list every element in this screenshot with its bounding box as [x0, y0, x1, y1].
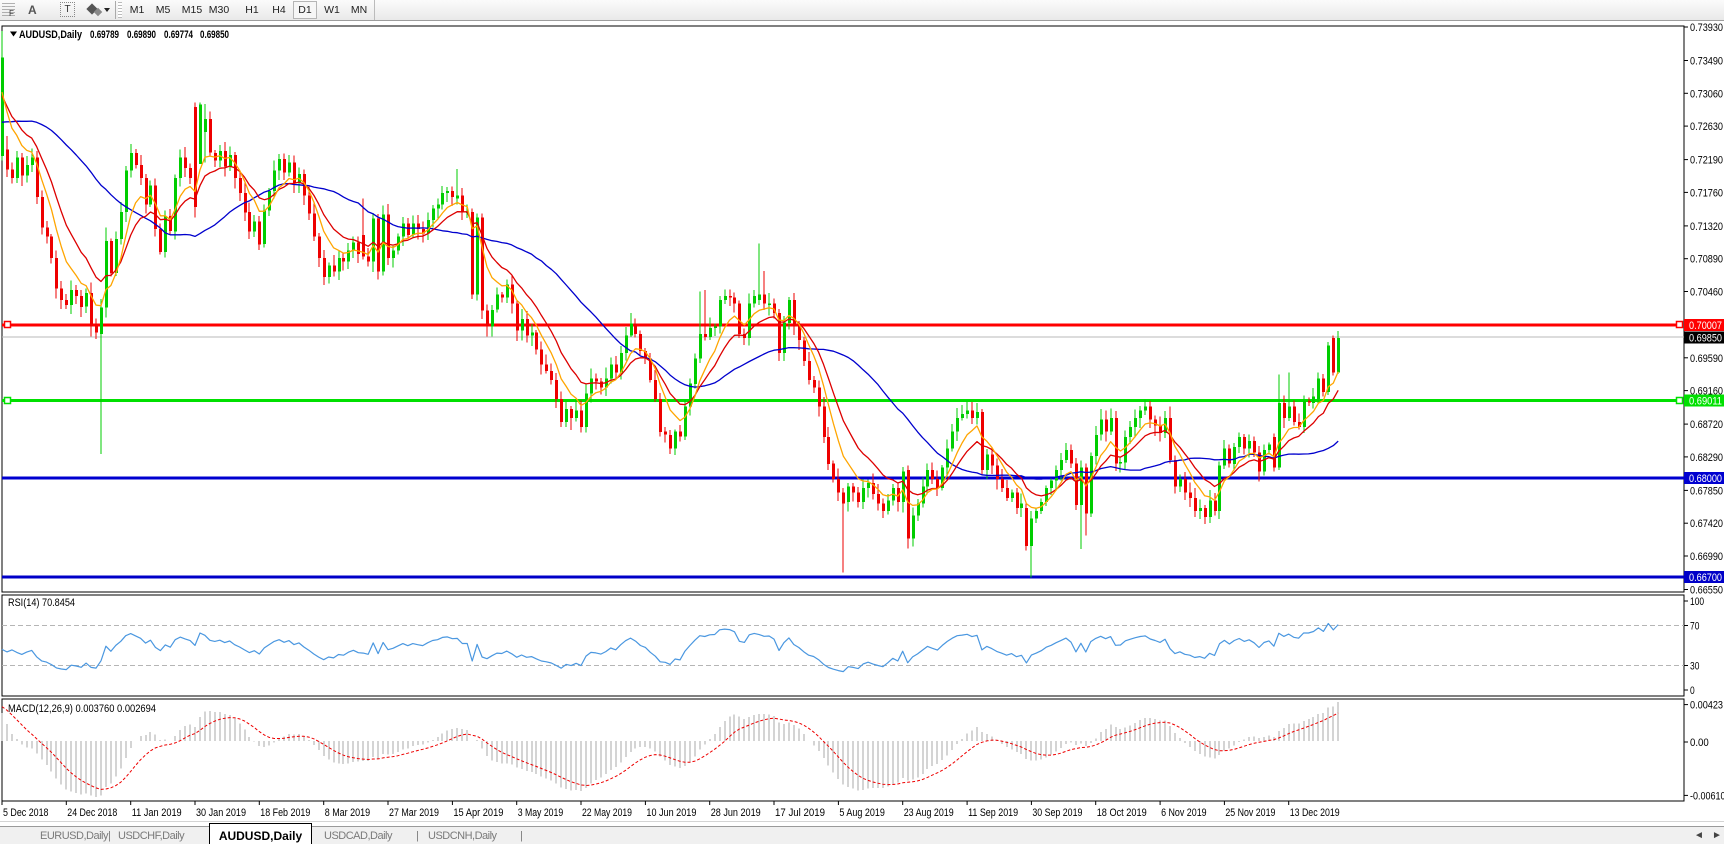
svg-text:-0.00610: -0.00610: [1690, 790, 1724, 802]
svg-text:11 Sep 2019: 11 Sep 2019: [968, 807, 1018, 819]
svg-text:15 Apr 2019: 15 Apr 2019: [453, 807, 503, 819]
svg-text:0.70890: 0.70890: [1690, 254, 1723, 266]
svg-text:0: 0: [1690, 685, 1695, 697]
svg-text:0.70007: 0.70007: [1689, 320, 1722, 332]
svg-text:100: 100: [1690, 596, 1704, 608]
svg-text:0.66990: 0.66990: [1690, 551, 1723, 563]
svg-text:RSI(14) 70.8454: RSI(14) 70.8454: [8, 597, 75, 609]
svg-text:0.70460: 0.70460: [1690, 287, 1723, 299]
svg-text:0.72190: 0.72190: [1690, 155, 1723, 167]
svg-text:0.68720: 0.68720: [1690, 419, 1723, 431]
svg-text:30 Sep 2019: 30 Sep 2019: [1032, 807, 1082, 819]
svg-text:25 Nov 2019: 25 Nov 2019: [1225, 807, 1275, 819]
svg-text:0.00423: 0.00423: [1690, 700, 1723, 712]
svg-text:3 May 2019: 3 May 2019: [518, 807, 564, 819]
svg-text:5 Dec 2018: 5 Dec 2018: [3, 807, 49, 819]
svg-text:11 Jan 2019: 11 Jan 2019: [132, 807, 182, 819]
svg-text:0.00: 0.00: [1690, 737, 1709, 749]
svg-text:0.67420: 0.67420: [1690, 518, 1723, 530]
svg-text:0.73490: 0.73490: [1690, 56, 1723, 68]
svg-text:0.71760: 0.71760: [1690, 187, 1723, 199]
svg-text:30: 30: [1690, 661, 1699, 673]
svg-text:70: 70: [1690, 621, 1699, 633]
svg-text:0.66700: 0.66700: [1689, 572, 1722, 584]
svg-text:0.69774: 0.69774: [164, 29, 194, 41]
svg-text:10 Jun 2019: 10 Jun 2019: [646, 807, 696, 819]
svg-text:AUDUSD,Daily: AUDUSD,Daily: [19, 29, 83, 41]
svg-text:0.68290: 0.68290: [1690, 452, 1723, 464]
svg-text:0.73060: 0.73060: [1690, 88, 1723, 100]
svg-text:13 Dec 2019: 13 Dec 2019: [1290, 807, 1340, 819]
svg-text:17 Jul 2019: 17 Jul 2019: [775, 807, 825, 819]
svg-text:28 Jun 2019: 28 Jun 2019: [711, 807, 761, 819]
svg-text:23 Aug 2019: 23 Aug 2019: [904, 807, 954, 819]
svg-text:0.72630: 0.72630: [1690, 121, 1723, 133]
svg-text:MACD(12,26,9) 0.003760 0.00269: MACD(12,26,9) 0.003760 0.002694: [8, 703, 156, 715]
svg-text:0.71320: 0.71320: [1690, 221, 1723, 233]
svg-text:0.68000: 0.68000: [1689, 473, 1722, 485]
svg-text:22 May 2019: 22 May 2019: [582, 807, 632, 819]
svg-text:0.73930: 0.73930: [1690, 22, 1723, 34]
svg-text:24 Dec 2018: 24 Dec 2018: [67, 807, 117, 819]
svg-text:27 Mar 2019: 27 Mar 2019: [389, 807, 439, 819]
svg-text:0.66550: 0.66550: [1690, 585, 1723, 597]
svg-text:6 Nov 2019: 6 Nov 2019: [1161, 807, 1207, 819]
svg-text:0.69890: 0.69890: [127, 29, 156, 41]
svg-text:0.69850: 0.69850: [1689, 333, 1722, 345]
svg-text:18 Oct 2019: 18 Oct 2019: [1097, 807, 1147, 819]
svg-text:5 Aug 2019: 5 Aug 2019: [839, 807, 885, 819]
svg-text:18 Feb 2019: 18 Feb 2019: [260, 807, 310, 819]
svg-text:0.69590: 0.69590: [1690, 353, 1723, 365]
svg-text:8 Mar 2019: 8 Mar 2019: [325, 807, 371, 819]
svg-text:0.69011: 0.69011: [1689, 396, 1722, 408]
svg-text:0.69850: 0.69850: [200, 29, 229, 41]
svg-text:0.67850: 0.67850: [1690, 485, 1723, 497]
svg-text:30 Jan 2019: 30 Jan 2019: [196, 807, 246, 819]
svg-text:0.69789: 0.69789: [90, 29, 119, 41]
